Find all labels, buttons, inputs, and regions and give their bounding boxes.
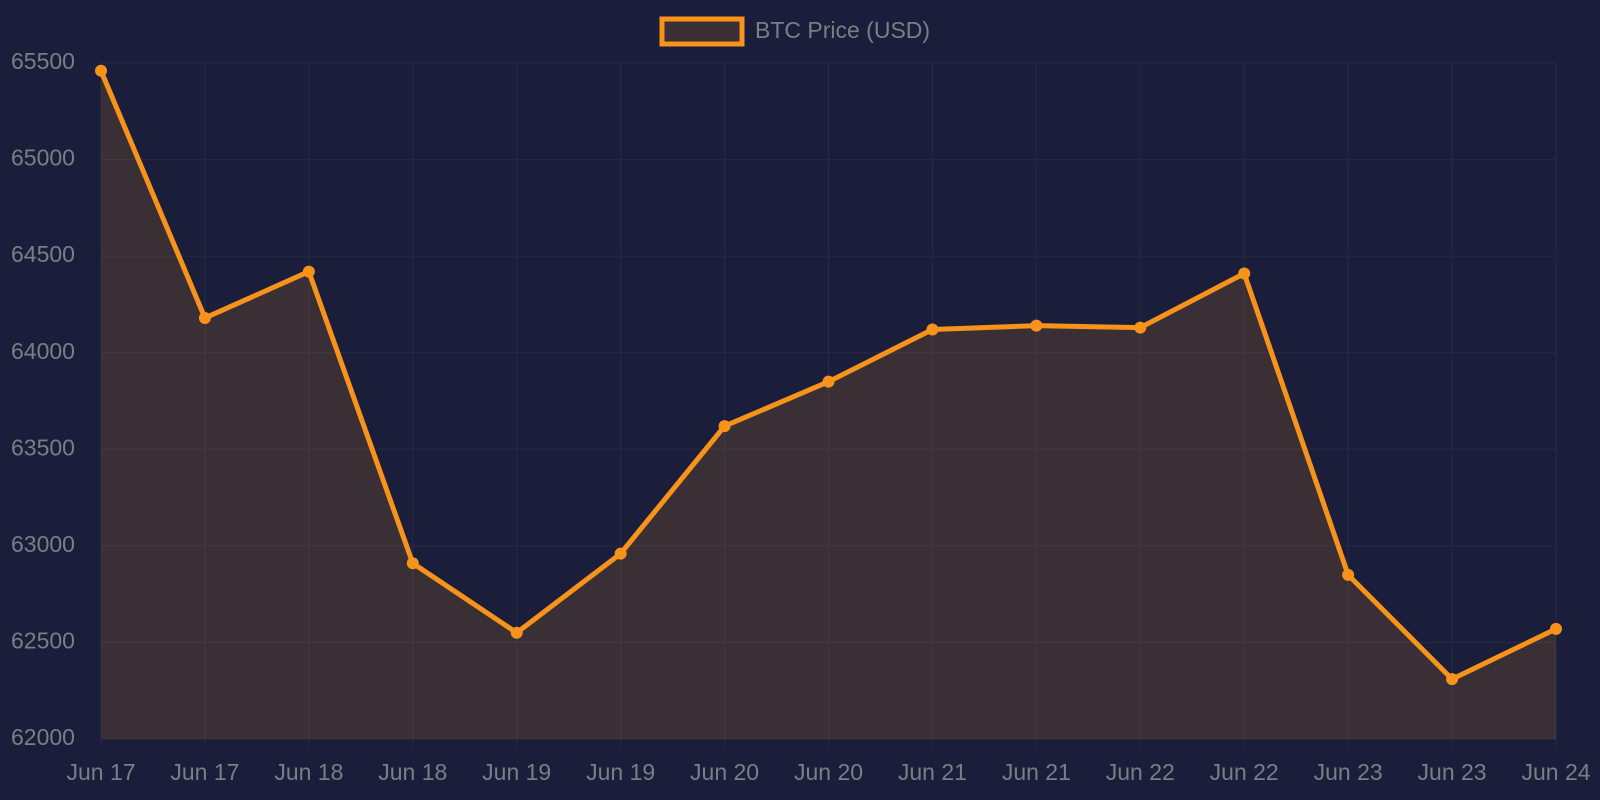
x-tick-label: Jun 21	[898, 759, 967, 785]
area	[101, 70, 1556, 740]
y-tick-label: 64500	[11, 241, 75, 267]
x-tick-label: Jun 19	[482, 759, 551, 785]
legend-label: BTC Price (USD)	[755, 17, 930, 43]
point	[1134, 321, 1147, 334]
x-tick-label: Jun 17	[170, 759, 239, 785]
point	[302, 265, 315, 278]
x-tick-label: Jun 22	[1210, 759, 1279, 785]
y-tick-label: 63000	[11, 531, 75, 557]
point	[1550, 622, 1562, 635]
x-tick-label: Jun 17	[66, 759, 135, 785]
point	[926, 323, 939, 336]
point	[1238, 267, 1251, 280]
x-tick-label: Jun 20	[690, 759, 759, 785]
point	[1030, 319, 1043, 332]
y-tick-label: 65500	[11, 48, 75, 74]
x-tick-label: Jun 22	[1106, 759, 1175, 785]
x-tick-label: Jun 19	[586, 759, 655, 785]
x-tick-label: Jun 20	[794, 759, 863, 785]
legend-swatch	[659, 16, 745, 47]
y-tick-label: 63500	[11, 434, 75, 460]
legend: BTC Price (USD)	[659, 16, 930, 47]
x-tick-label: Jun 18	[378, 759, 447, 785]
point	[198, 311, 211, 324]
x-tick-label: Jun 18	[274, 759, 343, 785]
point	[406, 557, 419, 570]
point	[718, 420, 731, 433]
x-tick-label: Jun 24	[1521, 759, 1590, 785]
x-tick-label: Jun 23	[1418, 759, 1487, 785]
x-tick-label: Jun 23	[1314, 759, 1383, 785]
point	[1342, 568, 1355, 581]
point	[1446, 673, 1459, 686]
point	[822, 375, 835, 388]
point	[614, 547, 627, 560]
y-tick-label: 65000	[11, 145, 75, 171]
point	[510, 626, 523, 639]
y-tick-label: 62000	[11, 724, 75, 750]
y-tick-label: 62500	[11, 628, 75, 654]
y-tick-label: 64000	[11, 338, 75, 364]
point	[95, 64, 107, 77]
x-tick-label: Jun 21	[1002, 759, 1071, 785]
